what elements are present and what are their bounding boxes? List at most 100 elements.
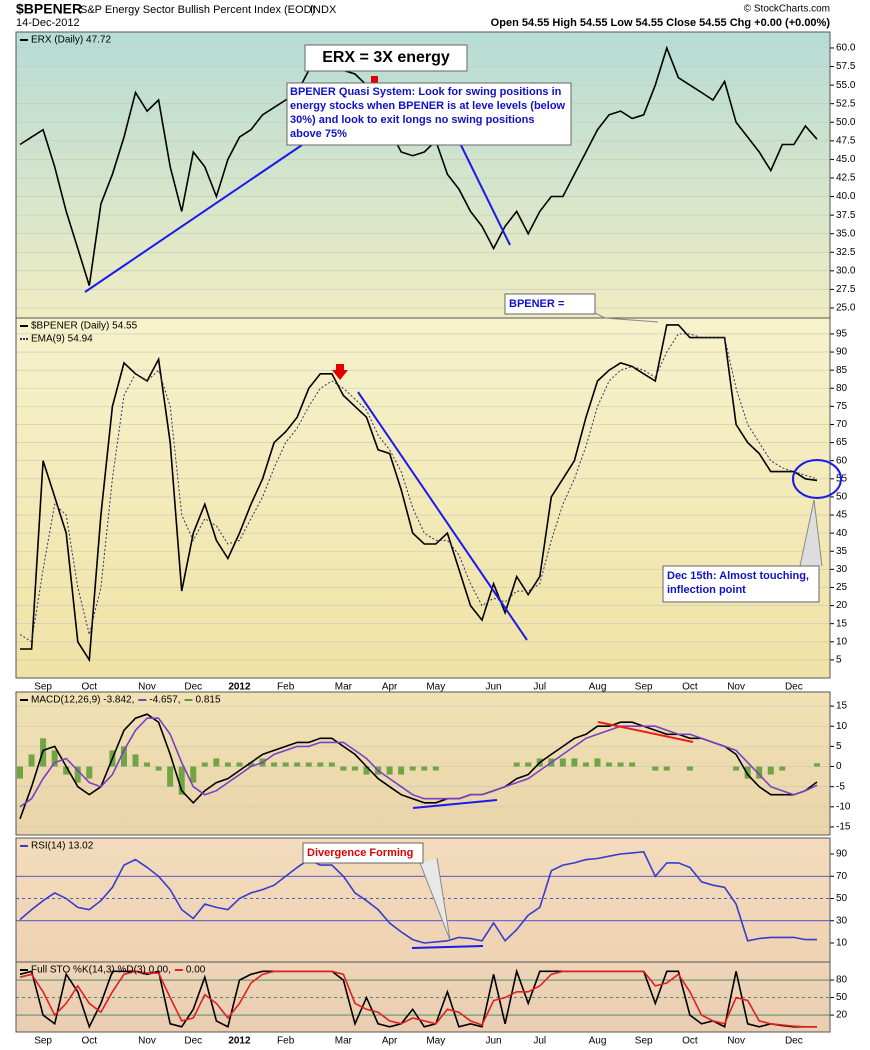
x-tick-label: Dec xyxy=(785,682,803,693)
histogram-bar xyxy=(213,758,220,767)
histogram-bar xyxy=(201,762,208,767)
histogram-bar xyxy=(663,766,670,771)
panel-bg xyxy=(16,692,830,835)
panel-bg xyxy=(16,318,830,678)
legend-label: Full STO %K(14,3) %D(3) 0.00, xyxy=(31,965,171,976)
y-tick-label: 27.5 xyxy=(836,284,856,295)
legend-label: -4.657, xyxy=(149,695,180,706)
histogram-bar xyxy=(86,766,93,779)
histogram-bar xyxy=(351,766,358,771)
y-tick-label: 5 xyxy=(836,655,842,666)
panel-bg xyxy=(16,32,830,318)
series-line xyxy=(19,970,817,1028)
highlight-circle xyxy=(792,459,842,499)
y-tick-label: 55.0 xyxy=(836,80,856,91)
series-line xyxy=(19,717,818,808)
copyright: © StockCharts.com xyxy=(744,4,830,15)
y-tick-label: 50 xyxy=(836,492,848,503)
y-tick-label: 52.5 xyxy=(836,98,856,109)
x-tick-label: Dec xyxy=(184,682,202,693)
x-tick-label: 2012 xyxy=(228,1036,251,1047)
x-tick-label: Nov xyxy=(727,1036,745,1047)
y-tick-label: 5 xyxy=(836,741,842,752)
series-line xyxy=(20,324,818,663)
legend-label: $BPENER (Daily) 54.55 xyxy=(31,321,138,332)
annotation-text: Divergence Forming xyxy=(307,847,414,859)
y-tick-label: 30 xyxy=(836,564,848,575)
histogram-bar xyxy=(386,766,393,775)
x-tick-label: Mar xyxy=(335,1036,353,1047)
quote: Open 54.55 High 54.55 Low 54.55 Close 54… xyxy=(491,17,831,29)
annotation-box xyxy=(286,82,572,146)
histogram-bar xyxy=(74,766,81,783)
histogram-bar xyxy=(120,746,127,767)
callout-pointer xyxy=(594,312,659,323)
y-tick-label: 95 xyxy=(836,329,848,340)
histogram-bar xyxy=(282,762,289,767)
x-tick-label: Feb xyxy=(277,1036,295,1047)
x-tick-label: May xyxy=(426,1036,445,1047)
trend-line xyxy=(412,799,498,809)
y-tick-label: 70 xyxy=(836,419,848,430)
y-tick-label: 65 xyxy=(836,437,848,448)
panels: 25.0 27.5 30.0 32.5 35.0 37.5 40.0 42.5 45.0 47.5… xyxy=(15,31,856,1047)
histogram-bar xyxy=(582,762,589,767)
histogram-bar xyxy=(51,750,58,767)
histogram-bar xyxy=(271,762,278,767)
legend-label: RSI(14) 13.02 xyxy=(31,841,94,852)
x-tick-label: Feb xyxy=(277,682,295,693)
histogram-bar xyxy=(559,758,566,767)
x-tick-label: Sep xyxy=(34,1036,52,1047)
y-tick-label: 25 xyxy=(836,582,848,593)
x-tick-label: 2012 xyxy=(228,682,251,693)
y-tick-label: 42.5 xyxy=(836,173,856,184)
annotation-box xyxy=(302,842,424,864)
y-tick-label: 85 xyxy=(836,365,848,376)
x-tick-label: Sep xyxy=(635,1036,653,1047)
y-tick-label: -15 xyxy=(836,822,851,833)
legend-label: 0.00 xyxy=(186,965,206,976)
histogram-bar xyxy=(190,766,197,783)
trend-line xyxy=(455,134,511,246)
histogram-bar xyxy=(328,762,335,767)
histogram-bar xyxy=(767,766,774,775)
x-tick-label: Mar xyxy=(335,682,353,693)
y-tick-label: 80 xyxy=(836,383,848,394)
y-tick-label: 50 xyxy=(836,893,848,904)
histogram-bar xyxy=(617,762,624,767)
y-tick-label: 60.0 xyxy=(836,43,856,54)
description: S&P Energy Sector Bullish Percent Index … xyxy=(80,4,315,16)
x-tick-label: Sep xyxy=(635,682,653,693)
y-tick-label: -10 xyxy=(836,801,851,812)
x-tick-label: Nov xyxy=(727,682,745,693)
histogram-bar xyxy=(236,762,243,767)
y-tick-label: 90 xyxy=(836,347,848,358)
histogram-bar xyxy=(513,762,520,767)
series-line xyxy=(19,45,818,286)
annotation-text: Dec 15th: Almost touching, inflection po… xyxy=(667,570,809,596)
y-tick-label: 20 xyxy=(836,600,848,611)
y-tick-label: 35.0 xyxy=(836,228,856,239)
histogram-bar xyxy=(421,766,428,771)
symbol: $BPENER xyxy=(16,1,82,17)
histogram-bar xyxy=(17,766,23,779)
y-tick-label: 50.0 xyxy=(836,117,856,128)
x-tick-label: Apr xyxy=(382,682,398,693)
x-tick-label: Dec xyxy=(184,1036,202,1047)
y-tick-label: 20 xyxy=(836,1010,848,1021)
histogram-bar xyxy=(294,762,301,767)
annotation: ERX = 3X energy ETF xyxy=(322,49,450,66)
y-tick-label: 90 xyxy=(836,849,848,860)
histogram-bar xyxy=(756,766,763,779)
x-tick-label: Nov xyxy=(138,682,156,693)
y-tick-label: 30 xyxy=(836,915,848,926)
marker xyxy=(371,76,378,83)
callout-pointer xyxy=(799,499,823,567)
x-tick-label: May xyxy=(426,682,445,693)
x-tick-label: Jun xyxy=(485,1036,501,1047)
annotation-text: BPENER = 97.5% xyxy=(509,298,565,310)
histogram-bar xyxy=(340,766,347,771)
x-tick-label: Apr xyxy=(382,1036,398,1047)
y-tick-label: 45.0 xyxy=(836,154,856,165)
